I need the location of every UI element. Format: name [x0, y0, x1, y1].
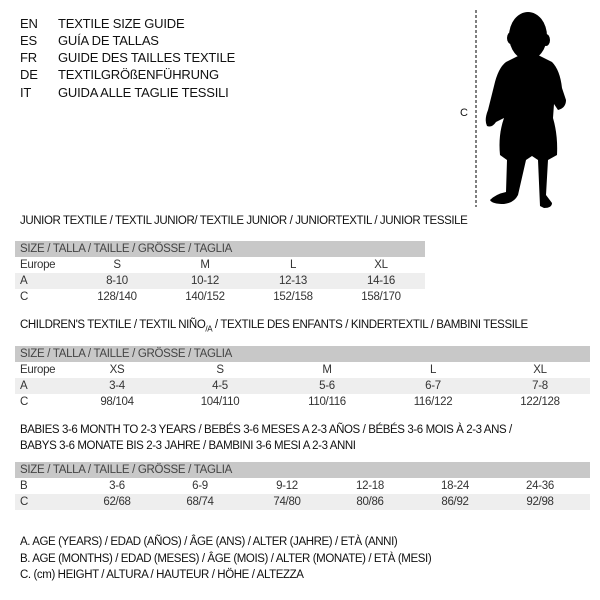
lang-title-fr: GUIDE DES TAILLES TEXTILE: [58, 50, 236, 65]
cell: 5-6: [319, 380, 335, 392]
cell: 3-6: [109, 480, 125, 492]
lang-code-es: ES: [20, 33, 37, 48]
lang-code-it: IT: [20, 85, 32, 100]
cell: 68/74: [186, 496, 214, 508]
cell: 6-7: [425, 380, 441, 392]
table-row: A 8-10 10-12 12-13 14-16: [15, 273, 425, 289]
lang-code-de: DE: [20, 67, 38, 82]
cell: 4-5: [212, 380, 228, 392]
lang-code-fr: FR: [20, 50, 37, 65]
lang-title-en: TEXTILE SIZE GUIDE: [58, 16, 185, 31]
cell: 158/170: [361, 291, 401, 303]
junior-section-title: JUNIOR TEXTILE / TEXTIL JUNIOR/ TEXTILE …: [20, 215, 468, 227]
cell: 140/152: [185, 291, 225, 303]
cell: 8-10: [106, 275, 128, 287]
table-row: C 98/104 104/110 110/116 116/122 122/128: [15, 394, 590, 410]
cell: 110/116: [308, 396, 346, 408]
cell: 86/92: [441, 496, 469, 508]
babies-section-title-line1: BABIES 3-6 MONTH TO 2-3 YEARS / BEBÉS 3-…: [20, 424, 512, 436]
table-row: C 128/140 140/152 152/158 158/170: [15, 289, 425, 305]
table-row: Europe S M L XL: [15, 257, 425, 273]
row-label: A: [20, 275, 28, 287]
cell: 152/158: [273, 291, 313, 303]
legend-a: A. AGE (YEARS) / EDAD (AÑOS) / ÂGE (ANS)…: [20, 536, 398, 548]
lang-title-de: TEXTILGRÖßENFÜHRUNG: [58, 67, 219, 82]
row-label: A: [20, 380, 28, 392]
cell: 74/80: [273, 496, 301, 508]
lang-title-es: GUÍA DE TALLAS: [58, 33, 159, 48]
table-row: A 3-4 4-5 5-6 6-7 7-8: [15, 378, 590, 394]
cell: 92/98: [526, 496, 554, 508]
cell: 98/104: [100, 396, 134, 408]
title-part: CHILDREN'S TEXTILE / TEXTIL NIÑO: [20, 319, 206, 331]
cell: XS: [109, 364, 125, 376]
cell: L: [289, 259, 297, 271]
cell: 9-12: [276, 480, 298, 492]
cell: 10-12: [191, 275, 219, 287]
cell: 116/122: [413, 396, 453, 408]
legend-c: C. (cm) HEIGHT / ALTURA / HAUTEUR / HÖHE…: [20, 569, 304, 581]
row-label: Europe: [20, 259, 56, 271]
row-label: Europe: [20, 364, 56, 376]
babies-section-title-line2: BABYS 3-6 MONATE BIS 2-3 JAHRE / BAMBINI…: [20, 440, 356, 452]
table-row: Europe XS S M L XL: [15, 362, 590, 378]
child-silhouette-icon: [475, 10, 566, 208]
babies-size-table: SIZE / TALLA / TAILLE / GRÖSSE / TAGLIA …: [15, 462, 590, 510]
cell: XL: [374, 259, 388, 271]
children-size-table: SIZE / TALLA / TAILLE / GRÖSSE / TAGLIA …: [15, 346, 590, 410]
legend-b: B. AGE (MONTHS) / EDAD (MESES) / ÂGE (MO…: [20, 553, 432, 565]
lang-title-it: GUIDA ALLE TAGLIE TESSILI: [58, 85, 229, 100]
height-label: C: [460, 107, 468, 119]
cell: M: [200, 259, 210, 271]
table-header: SIZE / TALLA / TAILLE / GRÖSSE / TAGLIA: [15, 346, 590, 362]
cell: S: [216, 364, 224, 376]
row-label: B: [20, 480, 28, 492]
cell: 122/128: [520, 396, 560, 408]
cell: L: [429, 364, 437, 376]
cell: 80/86: [356, 496, 384, 508]
row-label: C: [20, 396, 29, 408]
cell: 18-24: [441, 480, 469, 492]
cell: M: [322, 364, 332, 376]
cell: XL: [533, 364, 547, 376]
table-row: C 62/68 68/74 74/80 80/86 86/92 92/98: [15, 494, 590, 510]
title-part: / TEXTILE DES ENFANTS / KINDERTEXTIL / B…: [212, 319, 528, 331]
row-label: C: [20, 496, 29, 508]
junior-size-table: SIZE / TALLA / TAILLE / GRÖSSE / TAGLIA …: [15, 241, 425, 305]
title-subscript: /A: [205, 324, 213, 334]
table-row: B 3-6 6-9 9-12 12-18 18-24 24-36: [15, 478, 590, 494]
cell: 14-16: [367, 275, 395, 287]
row-label: C: [20, 291, 29, 303]
cell: 7-8: [532, 380, 548, 392]
cell: 12-13: [279, 275, 307, 287]
cell: 104/110: [200, 396, 240, 408]
cell: 3-4: [109, 380, 125, 392]
table-header: SIZE / TALLA / TAILLE / GRÖSSE / TAGLIA: [15, 241, 425, 257]
lang-code-en: EN: [20, 16, 38, 31]
cell: 12-18: [356, 480, 384, 492]
cell: 24-36: [526, 480, 554, 492]
cell: S: [113, 259, 121, 271]
children-section-title: CHILDREN'S TEXTILE / TEXTIL NIÑO/A / TEX…: [20, 319, 528, 333]
cell: 6-9: [192, 480, 208, 492]
cell: 128/140: [97, 291, 137, 303]
cell: 62/68: [103, 496, 131, 508]
table-header: SIZE / TALLA / TAILLE / GRÖSSE / TAGLIA: [15, 462, 590, 478]
